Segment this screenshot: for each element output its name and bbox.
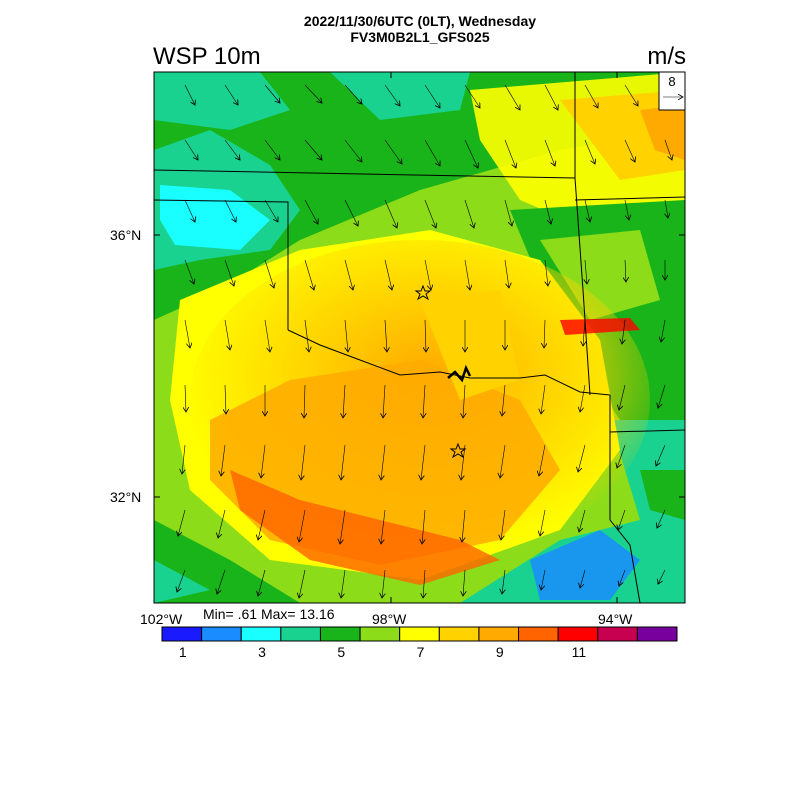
colorbar-swatch: [478, 626, 520, 642]
colorbar-label: 9: [495, 644, 504, 660]
colorbar-swatch: [399, 626, 440, 642]
units-label: m/s: [647, 43, 686, 70]
wind-speed-field: [154, 72, 685, 603]
colorbar-label: 7: [416, 644, 425, 660]
colorbar-swatch: [557, 626, 599, 642]
title-line-1: 2022/11/30/6UTC (0LT), Wednesday: [303, 13, 537, 29]
lon-label-98: 98°W: [372, 611, 407, 627]
lon-label-102: 102°W: [140, 611, 183, 627]
map-frame: [153, 71, 686, 604]
colorbar-swatch: [161, 626, 203, 642]
city-star-marker: [414, 284, 432, 301]
title-line-2: FV3M0B2L1_GFS025: [350, 29, 490, 45]
lake-feature: [447, 364, 472, 383]
colorbar-swatch: [359, 626, 401, 642]
lat-label-32: 32°N: [110, 489, 142, 505]
colorbar-label: 11: [571, 644, 587, 660]
colorbar-swatch: [636, 626, 678, 642]
colorbar-swatch: [438, 626, 480, 642]
min-max-stats: Min= .61 Max= 13.16: [203, 606, 335, 622]
variable-label: WSP 10m: [153, 43, 261, 70]
lat-label-36: 36°N: [110, 227, 142, 243]
colorbar-label: 5: [337, 644, 346, 660]
wind-vectors: [177, 84, 672, 598]
axis-ticks: [153, 72, 685, 603]
vector-row: [184, 84, 638, 110]
city-star-marker: [449, 442, 467, 459]
colorbar-swatch: [280, 626, 321, 642]
colorbar-swatch: [240, 626, 282, 642]
colorbar-swatch: [319, 626, 361, 642]
colorbar-swatch: [201, 626, 242, 642]
reference-vector-box: [658, 71, 686, 111]
reference-vector-value: 8: [668, 74, 676, 89]
colorbar: [161, 626, 678, 642]
colorbar-label: 1: [178, 644, 187, 660]
colorbar-swatch: [518, 626, 559, 642]
colorbar-label: 3: [258, 644, 266, 660]
lon-label-94: 94°W: [598, 611, 633, 627]
state-boundaries: [154, 72, 685, 603]
colorbar-swatch: [597, 626, 638, 642]
